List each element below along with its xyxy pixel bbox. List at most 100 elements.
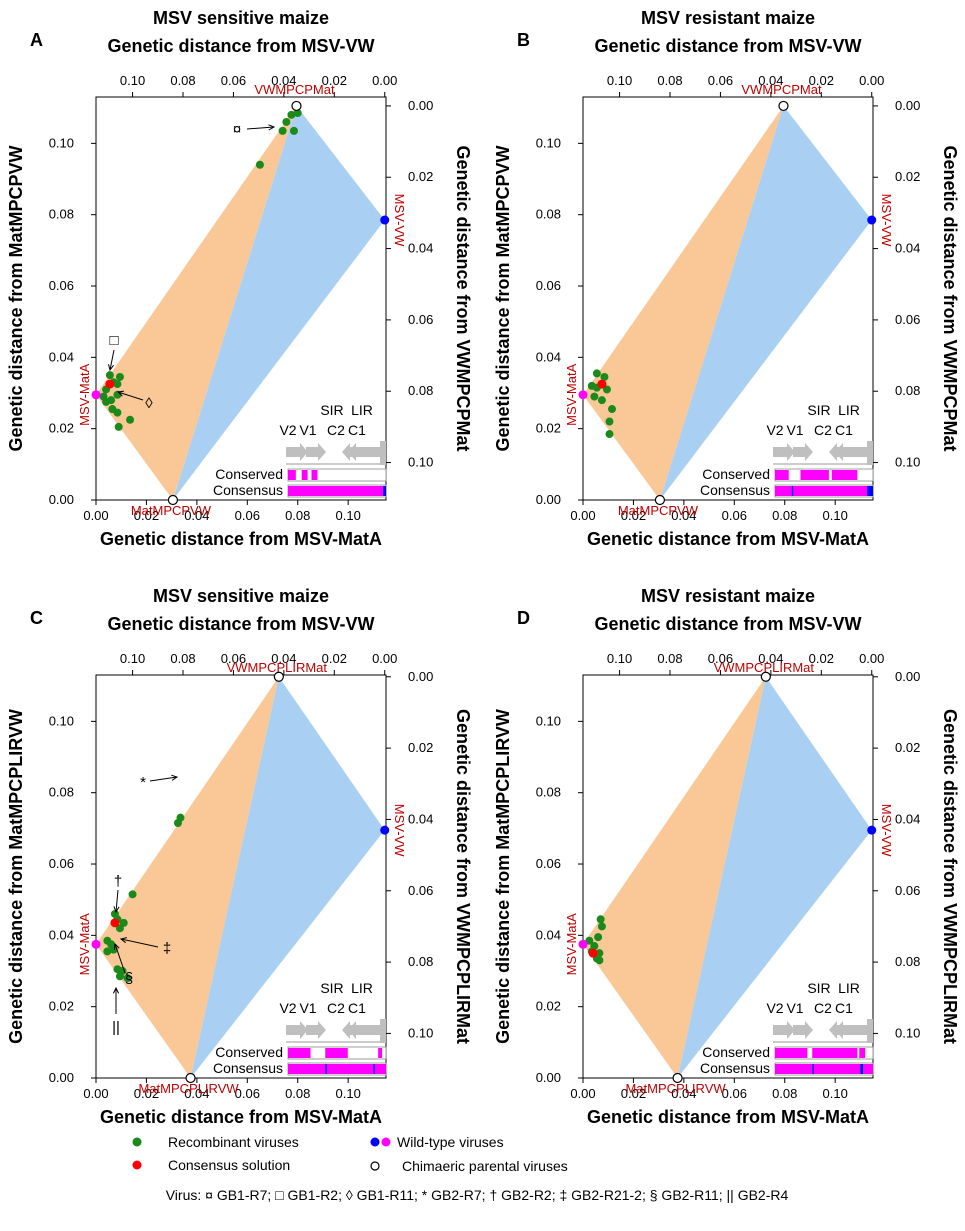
orange-region [583, 676, 766, 1078]
recombinant-point [289, 126, 298, 135]
marker-gb2-r21-2: ‡ [163, 940, 171, 957]
left-axis-title: Genetic distance from MatMPCPVW [6, 145, 26, 451]
y-tick-label: 0.02 [536, 421, 561, 436]
annotation-arrow [115, 889, 119, 913]
x-tick-label: 0.10 [336, 1086, 361, 1101]
panel-letter: D [517, 608, 530, 628]
arrow-head [119, 937, 127, 944]
orf-label: LIR [351, 402, 373, 418]
orf-label: C1 [348, 1000, 366, 1016]
y-tick-label: 0.00 [536, 1070, 561, 1085]
arrow-head [171, 774, 179, 781]
top-parent-label: VWMPCPMat [254, 82, 335, 97]
left-wildtype-label: MSV-MatA [564, 913, 579, 975]
right-tick-label: 0.08 [408, 954, 433, 969]
lir-block [380, 1019, 386, 1043]
recombinant-point [590, 392, 599, 401]
top-axis-title: Genetic distance from MSV-VW [107, 36, 374, 56]
conserved-label: Conserved [215, 466, 283, 482]
left-axis-title: Genetic distance from MatMPCPVW [493, 145, 513, 451]
x-tick-label: 0.00 [83, 508, 108, 523]
v1-arrow [793, 443, 813, 461]
annotation-arrow [246, 126, 275, 130]
wildtype-point [380, 215, 390, 225]
consensus-segment [326, 1064, 374, 1074]
recombinant-point [103, 947, 112, 956]
recombinant-point [113, 408, 122, 417]
y-tick-label: 0.02 [536, 999, 561, 1014]
panel-b: 0.00 0.02 0.04 0.06 0.08 0.10 0.10 0.08 0.06 0.04… [493, 8, 960, 549]
annotation-arrow [109, 349, 115, 371]
y-tick-label: 0.04 [49, 927, 74, 942]
x-tick-label: 0.02 [621, 1086, 646, 1101]
y-tick-label: 0.02 [49, 999, 74, 1014]
conserved-label: Conserved [702, 466, 770, 482]
y-tick-label: 0.04 [536, 927, 561, 942]
arrow-head [268, 124, 276, 131]
orf-label: C2 [814, 1000, 832, 1016]
x-tick-label: 0.08 [285, 508, 310, 523]
right-tick-label: 0.04 [408, 811, 433, 826]
v1-arrow [306, 443, 326, 461]
recombinant-point [114, 422, 123, 431]
top-tick-label: 0.08 [657, 651, 682, 666]
right-tick-label: 0.06 [895, 312, 920, 327]
y-tick-label: 0.08 [536, 785, 561, 800]
right-tick-label: 0.06 [408, 883, 433, 898]
recombinant-point [126, 415, 135, 424]
recombinant-point [293, 109, 302, 118]
x-tick-label: 0.08 [285, 1086, 310, 1101]
right-tick-label: 0.08 [895, 383, 920, 398]
right-tick-label: 0.08 [895, 954, 920, 969]
annotation-arrow [149, 776, 178, 782]
consensus-segment [775, 486, 792, 496]
consensus-vw-segment [373, 1064, 375, 1074]
orf-label: LIR [838, 980, 860, 996]
recombinant-point [585, 936, 594, 945]
top-tick-label: 0.02 [322, 651, 347, 666]
recombinant-point [105, 371, 114, 380]
right-tick-label: 0.04 [408, 241, 433, 256]
right-axis-title: Genetic distance from VWMPCPMat [453, 145, 473, 451]
top-tick-label: 0.04 [758, 651, 783, 666]
top-tick-label: 0.10 [120, 651, 145, 666]
c1-arrow [348, 1021, 380, 1039]
orf-label: V1 [299, 422, 316, 438]
plot-frame [582, 96, 874, 501]
right-tick-label: 0.02 [408, 740, 433, 755]
bottom-parent-label: MatMPCPLIRVW [625, 1081, 726, 1096]
blue-region [677, 676, 872, 1078]
right-tick-label: 0.10 [895, 455, 920, 470]
conserved-segment [288, 1048, 311, 1058]
y-tick-label: 0.08 [49, 207, 74, 222]
legend-consensus-dot [132, 1160, 142, 1170]
orf-label: V2 [766, 1000, 783, 1016]
right-tick-label: 0.02 [408, 169, 433, 184]
consensus-segment [813, 1064, 861, 1074]
recombinant-point [287, 110, 296, 119]
arrow-head [108, 364, 115, 372]
top-tick-label: 0.06 [221, 73, 246, 88]
recombinant-point [115, 972, 124, 981]
x-tick-label: 0.06 [235, 508, 260, 523]
plot-frame [95, 674, 387, 1079]
top-tick-label: 0.02 [322, 73, 347, 88]
x-tick-label: 0.02 [621, 508, 646, 523]
v1-arrow [793, 1021, 813, 1039]
consensus-label: Consensus [700, 482, 770, 498]
right-wildtype-label: MSV-VW [392, 194, 407, 247]
plot-frame [95, 96, 387, 501]
y-tick-label: 0.04 [49, 349, 74, 364]
recombinant-point [282, 117, 291, 126]
orange-region [96, 105, 297, 501]
top-parent-label: VWMPCPLIRMat [227, 660, 328, 675]
right-tick-label: 0.02 [895, 740, 920, 755]
top-tick-label: 0.00 [859, 73, 884, 88]
top-tick-label: 0.08 [657, 73, 682, 88]
consensus-vw-segment [383, 486, 386, 496]
x-tick-label: 0.06 [722, 508, 747, 523]
recombinant-point [115, 924, 124, 933]
right-tick-label: 0.00 [895, 98, 920, 113]
y-tick-label: 0.00 [536, 492, 561, 507]
top-tick-label: 0.06 [708, 651, 733, 666]
